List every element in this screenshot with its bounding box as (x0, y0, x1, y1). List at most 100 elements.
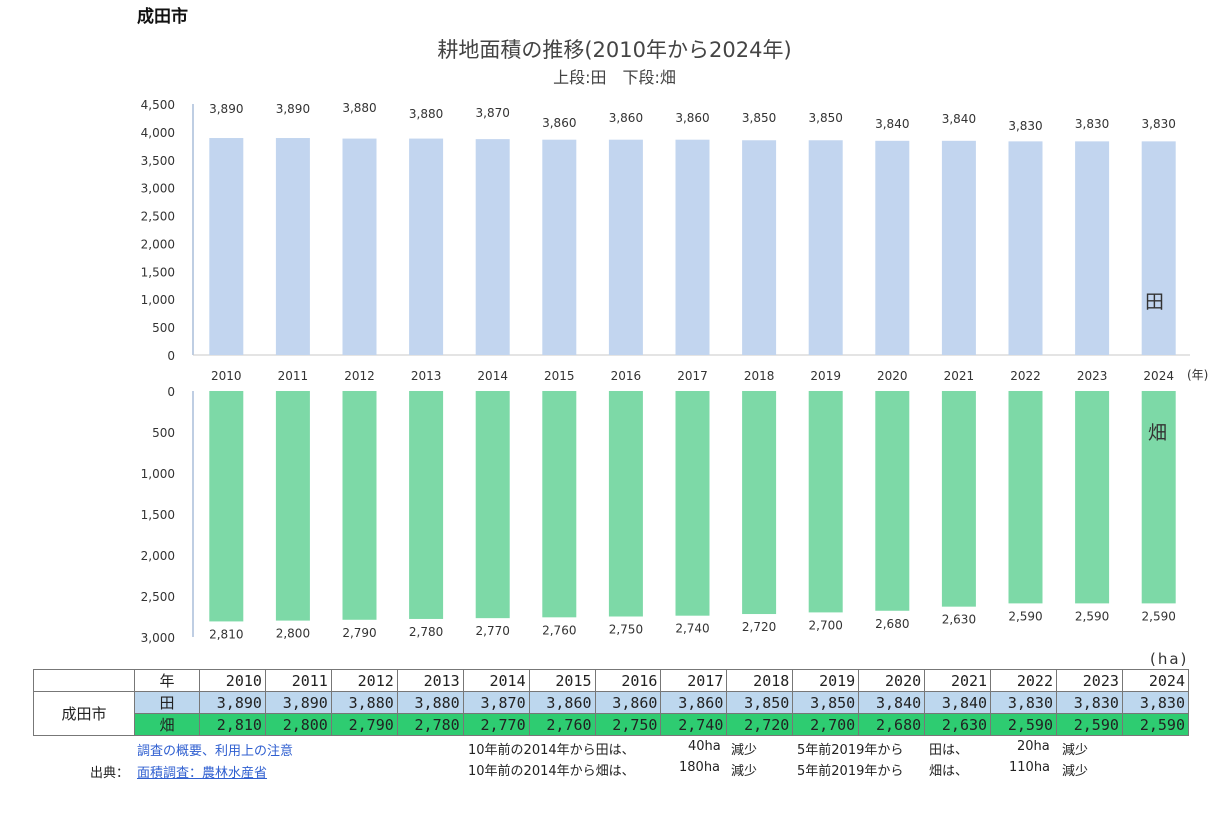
field-data-label: 2,750 (609, 623, 643, 637)
x-tick-label: 2014 (477, 369, 508, 383)
table-year-cell: 2022 (990, 669, 1057, 692)
table-year-cell: 2011 (264, 669, 332, 692)
table-field-cell: 2,760 (528, 713, 596, 736)
x-tick-label: 2010 (211, 369, 242, 383)
rice-10y-change: 減少 (731, 743, 758, 758)
table-field-cell: 2,780 (396, 713, 464, 736)
x-axis-unit: (年) (1187, 368, 1208, 382)
field-data-label: 2,590 (1008, 609, 1042, 623)
table-field-cell: 2,790 (330, 713, 398, 736)
table-year-cell: 2020 (858, 669, 926, 692)
field-data-label: 2,760 (542, 623, 576, 637)
field-bar (742, 391, 777, 615)
table-field-cell: 2,590 (1121, 713, 1190, 736)
rice-y-tick-label: 3,000 (141, 182, 175, 196)
field-bar (409, 391, 444, 619)
rice-data-label: 3,830 (1008, 119, 1042, 133)
rice-data-label: 3,880 (342, 101, 376, 115)
table-field-cell: 2,770 (462, 713, 530, 736)
rice-bar (542, 139, 577, 355)
rice-data-label: 3,880 (409, 107, 443, 121)
field-data-label: 2,590 (1075, 609, 1109, 623)
table-row-rice: 成田市 田 3,890 3,890 3,880 3,880 3,870 3,860 3,86… (33, 691, 1190, 736)
rice-y-tick-label: 1,500 (141, 265, 175, 279)
field-data-label: 2,740 (675, 622, 709, 636)
rice-5y-change: 減少 (1062, 743, 1089, 758)
field-series-label: 畑 (1148, 422, 1167, 444)
survey-notes-link[interactable]: 調査の概要、利用上の注意 (137, 744, 294, 759)
rice-data-label: 3,890 (209, 102, 243, 116)
x-tick-label: 2011 (278, 369, 309, 383)
rice-bar (1075, 141, 1110, 355)
field-10y-text: 10年前の2014年から畑は、 (468, 764, 635, 779)
data-table: 年 2010 2011 2012 2013 2014 2015 2016 2017 2018 20… (33, 669, 1190, 736)
field-bar (475, 391, 510, 619)
rice-y-tick-label: 4,500 (141, 98, 175, 112)
table-rice-cell: 3,860 (594, 691, 662, 714)
table-rice-cell: 3,860 (528, 691, 596, 714)
field-data-label: 2,780 (409, 625, 443, 639)
rice-bar (209, 138, 244, 355)
field-bar (342, 391, 377, 620)
field-bar (542, 391, 577, 618)
rice-bar (342, 138, 377, 355)
table-rice-cell: 3,830 (990, 691, 1057, 714)
table-field-cell: 2,680 (858, 713, 926, 736)
table-rice-cell: 3,880 (330, 691, 398, 714)
table-rice-cell: 3,840 (924, 691, 992, 714)
rice-5y-value: 20ha (1017, 739, 1050, 754)
table-field-cell: 2,630 (924, 713, 992, 736)
x-tick-label: 2016 (611, 369, 642, 383)
table-field-cell: 2,700 (792, 713, 860, 736)
x-tick-label: 2012 (344, 369, 375, 383)
rice-10y-value: 40ha (688, 739, 721, 754)
rice-y-tick-label: 3,500 (141, 154, 175, 168)
x-tick-label: 2015 (544, 369, 575, 383)
x-tick-label: 2013 (411, 369, 442, 383)
field-bar (608, 391, 643, 617)
field-y-tick-label: 2,000 (141, 549, 175, 563)
field-5y-label: 畑は、 (929, 764, 969, 779)
field-bar (1008, 391, 1043, 604)
chart-title: 耕地面積の推移(2010年から2024年) (437, 38, 792, 62)
field-data-label: 2,630 (942, 613, 976, 627)
table-rice-cell: 3,830 (1121, 691, 1190, 714)
rice-data-label: 3,850 (809, 111, 843, 125)
table-field-cell: 2,590 (1055, 713, 1123, 736)
rice-data-label: 3,890 (276, 102, 310, 116)
field-y-tick-label: 2,500 (141, 590, 175, 604)
field-5y-text: 5年前2019年から (797, 764, 904, 779)
field-bar (675, 391, 710, 616)
x-tick-label: 2024 (1143, 369, 1174, 383)
rice-bar (675, 139, 710, 355)
field-bar (1141, 391, 1176, 604)
rice-bar (409, 138, 444, 355)
rice-row-label: 田 (134, 691, 200, 714)
table-year-cell: 2014 (462, 669, 530, 692)
field-row-label: 畑 (134, 713, 200, 736)
table-field-cell: 2,750 (594, 713, 662, 736)
rice-bar (1008, 141, 1043, 355)
table-rice-cell: 3,890 (264, 691, 332, 714)
table-year-cell: 2012 (330, 669, 398, 692)
farmland-chart: 0 500 1,000 1,500 2,000 2,500 3,000 3,500 4,000 4… (141, 98, 1209, 645)
field-bar (275, 391, 310, 621)
field-data-label: 2,700 (809, 618, 843, 632)
field-5y-change: 減少 (1062, 764, 1089, 779)
source-prefix: 出典： (90, 766, 130, 781)
table-year-cell: 2023 (1055, 669, 1123, 692)
rice-series-label: 田 (1145, 291, 1164, 313)
rice-data-label: 3,870 (476, 106, 510, 120)
x-tick-label: 2019 (810, 369, 841, 383)
table-rice-cell: 3,840 (858, 691, 926, 714)
table-city: 成田市 (33, 691, 135, 736)
rice-5y-text: 5年前2019年から (797, 743, 904, 758)
field-y-tick-label: 3,000 (141, 631, 175, 645)
source-link[interactable]: 面積調査：農林水産省 (137, 762, 267, 781)
table-year-cell: 2015 (528, 669, 596, 692)
field-y-tick-label: 1,000 (141, 467, 175, 481)
table-row-year: 年 2010 2011 2012 2013 2014 2015 2016 2017 2018 20… (33, 669, 1190, 692)
table-field-cell: 2,810 (199, 713, 266, 736)
rice-y-tick-label: 4,000 (141, 126, 175, 140)
field-data-label: 2,680 (875, 617, 909, 631)
